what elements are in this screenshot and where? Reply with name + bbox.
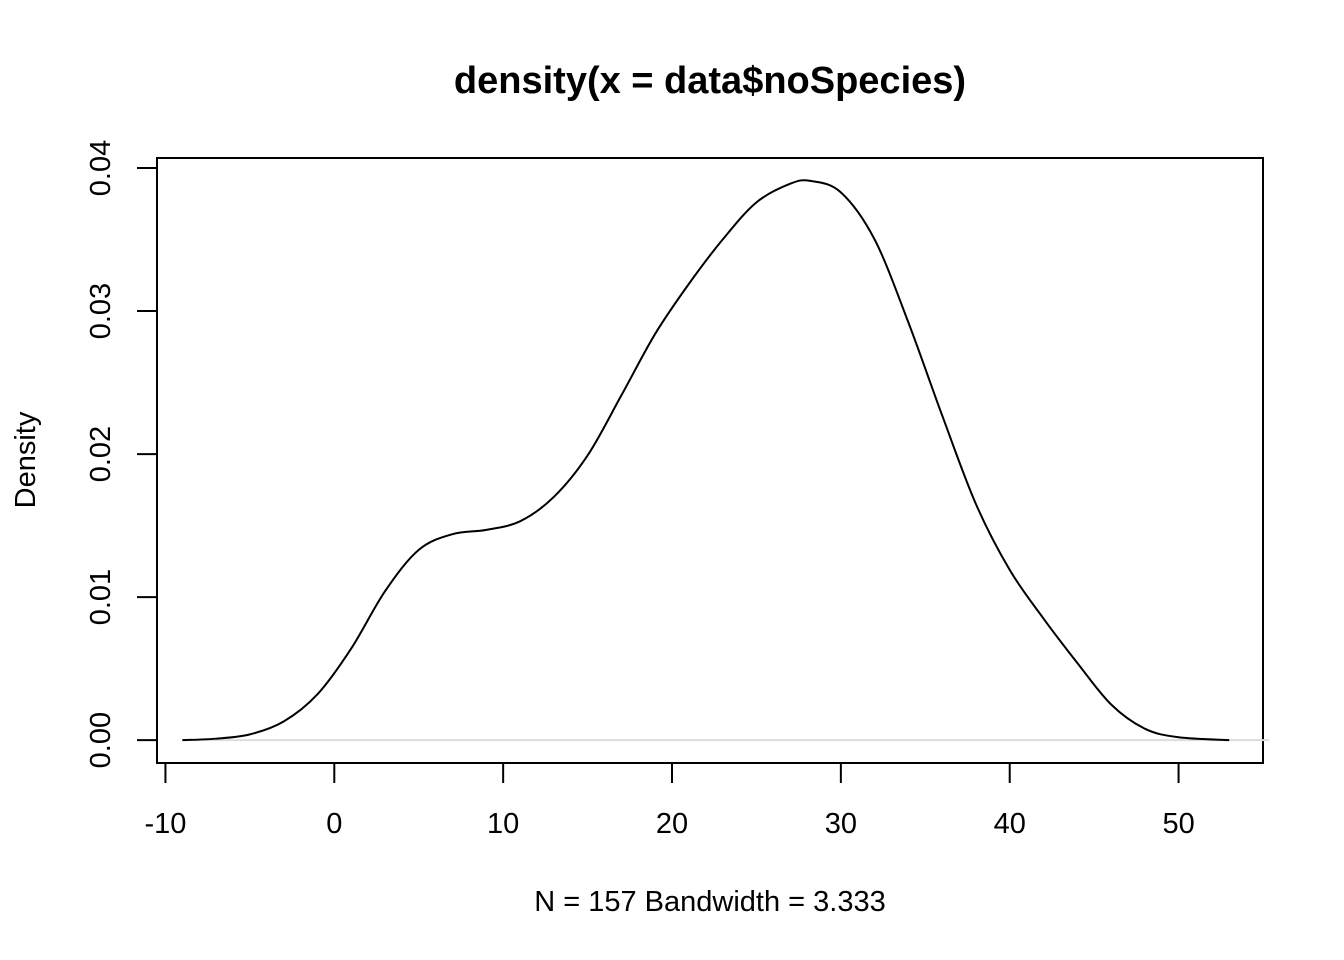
x-tick-label: 40 (994, 808, 1026, 840)
x-tick-label: 10 (487, 808, 519, 840)
plot-frame (156, 157, 1264, 764)
x-axis-label: N = 157 Bandwidth = 3.333 (534, 886, 885, 918)
y-tick-label: 0.04 (85, 140, 117, 196)
y-tick-label: 0.01 (85, 569, 117, 625)
x-tick-label: 50 (1162, 808, 1194, 840)
chart-title: density(x = data$noSpecies) (454, 60, 966, 102)
y-axis-label: Density (10, 411, 42, 508)
y-tick-label: 0.00 (85, 712, 117, 768)
density-curve (182, 179, 1230, 742)
y-axis: 0.00 0.01 0.02 0.03 0.04 (85, 140, 158, 768)
x-tick-label: 0 (326, 808, 342, 840)
y-tick-label: 0.03 (85, 283, 117, 339)
x-tick-label: 30 (825, 808, 857, 840)
x-tick-label: 20 (656, 808, 688, 840)
x-tick-label: -10 (144, 808, 186, 840)
y-tick-label: 0.02 (85, 426, 117, 482)
x-axis: -10 0 10 20 30 40 50 (144, 762, 1195, 840)
